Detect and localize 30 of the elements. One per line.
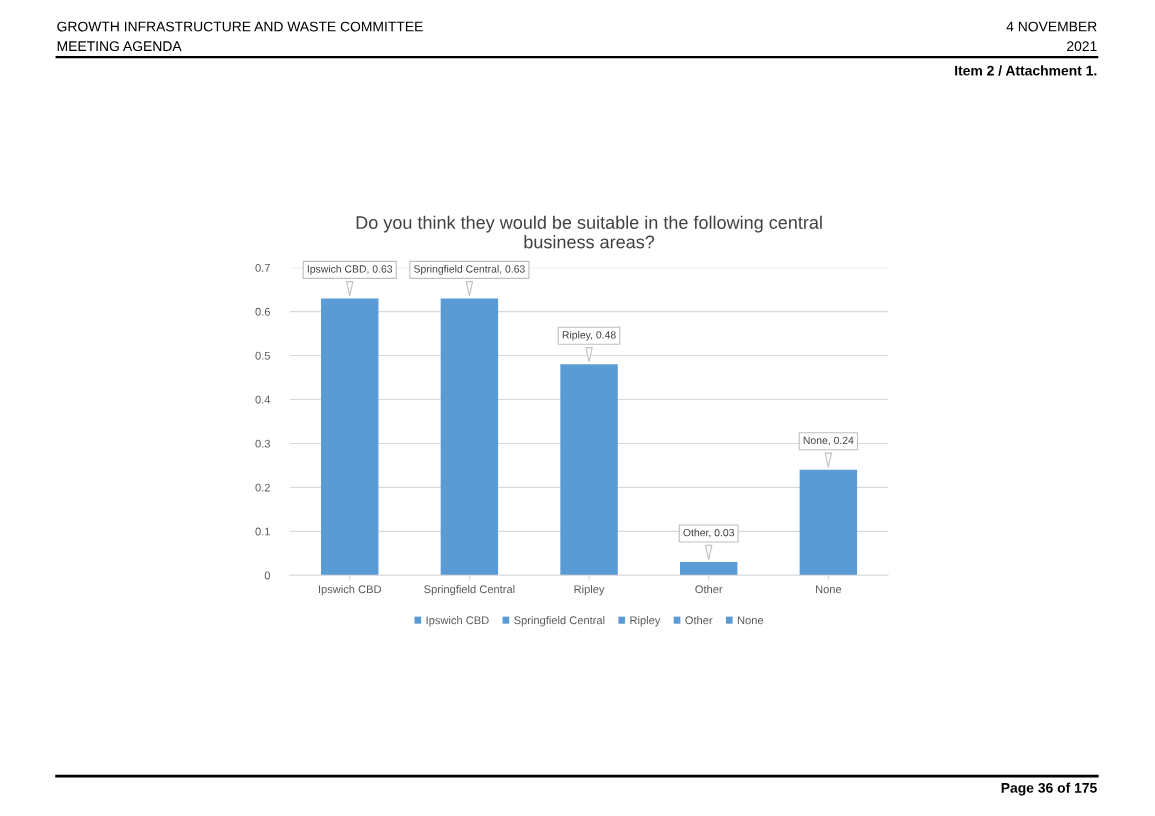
data-label: Ipswich CBD, 0.63	[307, 264, 393, 275]
y-tick-label: 0.3	[255, 439, 270, 448]
x-tick-label: Springfield Central	[424, 585, 515, 596]
text: 4 NOVEMBER	[1006, 21, 1097, 32]
data-label: Other, 0.03	[683, 528, 735, 538]
data-label: Springfield Central, 0.63	[413, 264, 525, 275]
legend-label: None	[737, 616, 764, 625]
legend-label: Ipswich CBD	[426, 616, 489, 627]
text: GROWTH INFRASTRUCTURE AND WASTE COMMITTEE	[57, 21, 423, 32]
data-label: Ripley, 0.48	[562, 330, 616, 341]
y-tick-label: 0.2	[255, 483, 270, 492]
y-tick-label: 0.4	[255, 395, 271, 404]
chart-title: Do you think they would be suitable in the following central business areas?	[356, 215, 822, 249]
legend-label: Springfield Central	[514, 616, 605, 627]
y-tick-label: 0	[264, 571, 271, 580]
y-tick-label: 0.1	[255, 527, 270, 536]
x-tick-label: Ipswich CBD	[318, 585, 381, 596]
x-tick-label: None	[816, 585, 842, 594]
text: Item 2 / Attachment 1.	[955, 65, 1097, 76]
y-tick-label: 0.5	[255, 351, 270, 360]
data-label: None, 0.24	[803, 436, 854, 446]
x-tick-label: Other	[695, 585, 723, 594]
text: 2021	[1067, 41, 1097, 52]
x-tick-label: Ripley	[574, 585, 605, 596]
text: Page 36 of 175	[1001, 782, 1097, 796]
legend-label: Other	[685, 616, 713, 625]
text: MEETING AGENDA	[57, 41, 182, 52]
legend-label: Ripley	[630, 616, 661, 627]
y-tick-label: 0.6	[255, 307, 270, 316]
y-tick-label: 0.7	[255, 263, 270, 272]
